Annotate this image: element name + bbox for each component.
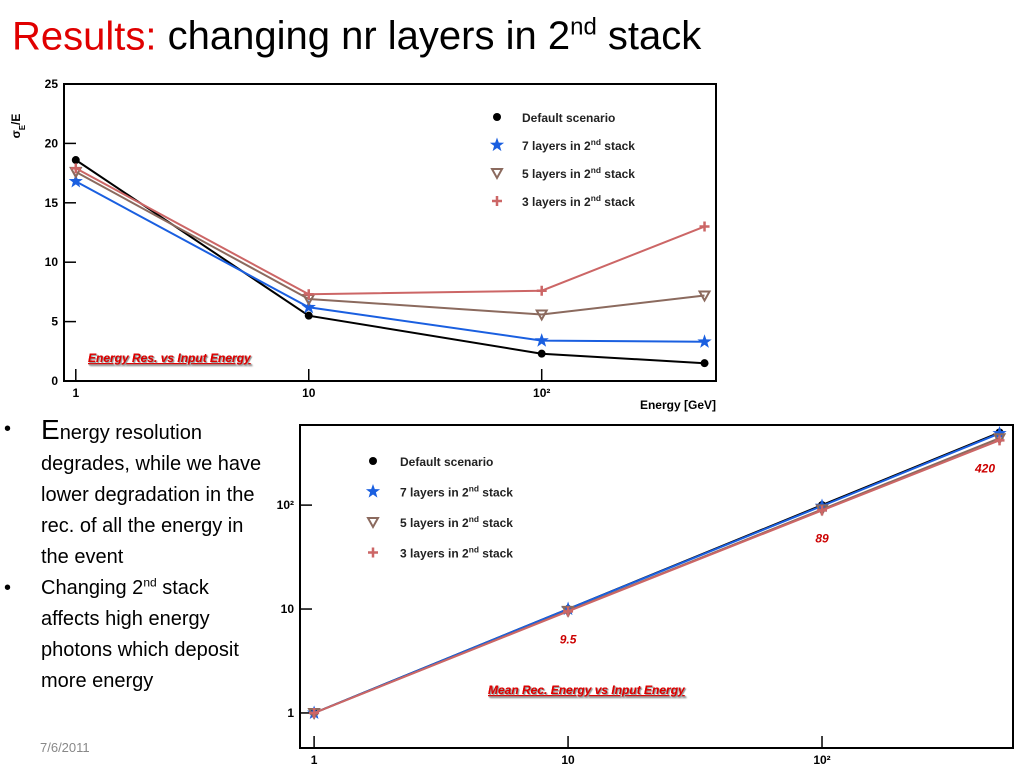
y-tick-label: 1: [287, 706, 294, 720]
y-tick-label: 10: [45, 255, 59, 269]
data-label: 9.5: [560, 632, 577, 646]
legend-label: 3 layers in 2nd stack: [522, 193, 635, 209]
marker: [563, 606, 574, 617]
data-label: 420: [974, 461, 995, 475]
legend-marker: [366, 517, 380, 530]
y-axis-label-part: σ: [9, 130, 23, 138]
legend-marker: [489, 137, 505, 152]
legend-label: 7 layers in 2nd stack: [400, 484, 513, 500]
marker: [537, 349, 546, 358]
marker: [697, 290, 712, 303]
annotation: Energy Res. vs Input Energy: [88, 351, 252, 365]
legend-label: 3 layers in 2nd stack: [400, 545, 513, 561]
bullet-list: Energy resolution degrades, while we hav…: [0, 414, 265, 697]
series-line: [75, 180, 705, 343]
legend-marker: [493, 113, 501, 121]
marker: [817, 505, 828, 516]
legend-label: 5 layers in 2nd stack: [400, 514, 513, 530]
y-axis-label: σE/E: [9, 114, 27, 139]
marker: [992, 433, 1007, 446]
y-tick-label: 10: [281, 602, 295, 616]
x-tick-label: 10²: [813, 753, 830, 767]
x-tick-label: 1: [72, 386, 79, 400]
data-label: 89: [815, 531, 829, 545]
legend-marker: [368, 547, 378, 558]
y-axis-label-part: /E: [9, 114, 23, 125]
marker: [992, 425, 1007, 440]
marker: [70, 163, 81, 174]
marker: [699, 221, 710, 232]
legend-label: 7 layers in 2nd stack: [522, 137, 635, 153]
series-line: [313, 439, 1000, 714]
marker: [301, 299, 316, 314]
marker: [303, 289, 314, 300]
legend-marker: [365, 484, 381, 498]
legend-label: Default scenario: [400, 455, 493, 469]
series-line: [75, 159, 705, 365]
x-tick-label: 10: [302, 386, 316, 400]
legend-marker: [369, 457, 377, 465]
x-axis-label: Energy [GeV]: [640, 398, 716, 412]
marker: [697, 334, 712, 348]
series-line: [75, 167, 705, 296]
bullet: Energy resolution degrades, while we hav…: [0, 414, 265, 573]
marker: [994, 435, 1005, 446]
y-tick-label: 5: [51, 315, 58, 329]
legend-marker: [492, 196, 502, 206]
plot-frame: [63, 83, 717, 382]
y-tick-label: 15: [45, 196, 59, 210]
marker: [536, 285, 547, 296]
slide-title: Results: changing nr layers in 2nd stack: [12, 14, 701, 59]
marker: [309, 707, 320, 718]
legend-label: 5 layers in 2nd stack: [522, 165, 635, 181]
title-text: changing nr layers in 2nd stack: [167, 14, 702, 59]
marker: [68, 173, 83, 188]
y-tick-label: 20: [45, 136, 59, 150]
y-tick-label: 0: [51, 374, 58, 388]
x-tick-label: 1: [311, 753, 318, 767]
chart: 0 5 10 15 20 25 1 10 10² Energy [GeV] σE/E Default …: [9, 77, 717, 412]
plot-frame: [299, 424, 1014, 749]
y-tick-label: 25: [45, 77, 59, 91]
title-lead: Results:: [12, 14, 157, 59]
marker: [700, 359, 709, 368]
x-tick-label: 10²: [533, 386, 550, 400]
series-line: [75, 171, 705, 316]
marker: [71, 156, 80, 165]
chart: 1 10 10² 1 10 10² Default scenario 7 layers in …: [277, 424, 1014, 767]
x-tick-label: 10: [561, 753, 575, 767]
marker: [534, 333, 549, 347]
legend-label: Default scenario: [522, 111, 615, 125]
marker: [304, 311, 313, 320]
legend-marker: [490, 168, 504, 181]
date: 7/6/2011: [40, 740, 90, 755]
annotation: Mean Rec. Energy vs Input Energy: [488, 683, 686, 697]
y-tick-label: 10²: [277, 498, 294, 512]
marker: [535, 309, 549, 322]
y-axis-label-part: E: [18, 125, 27, 130]
bullet: Changing 2nd stack affects high energy p…: [0, 573, 265, 697]
